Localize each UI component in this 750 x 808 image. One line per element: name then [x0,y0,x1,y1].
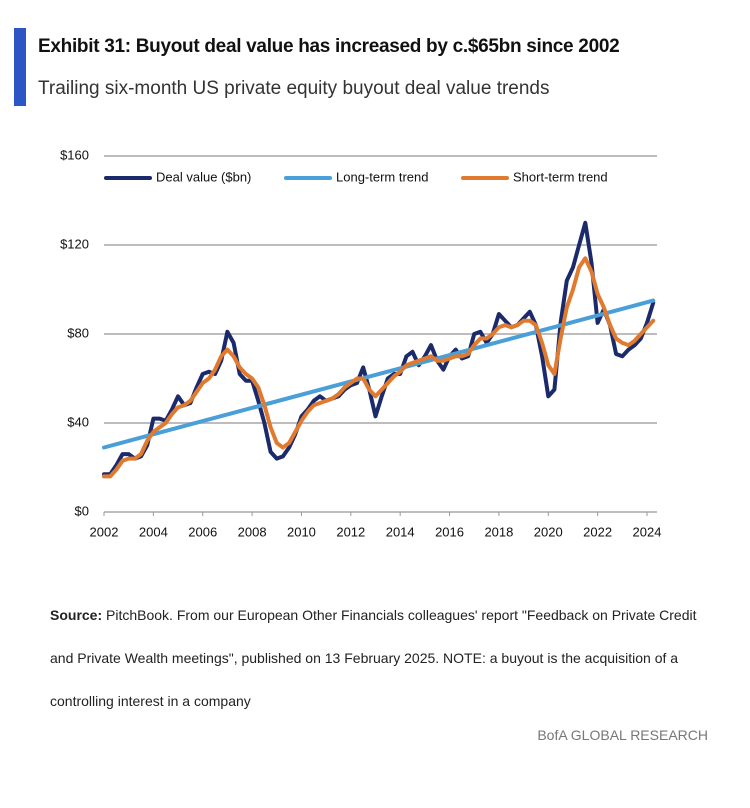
x-tick-label: 2018 [484,524,513,539]
source-note: Source: PitchBook. From our European Oth… [50,594,720,723]
x-tick-label: 2020 [534,524,563,539]
legend-label: Short-term trend [513,169,608,184]
footer: BofA GLOBAL RESEARCH [537,727,708,743]
x-tick-label: 2012 [336,524,365,539]
x-tick-label: 2002 [90,524,119,539]
source-text: PitchBook. From our European Other Finan… [50,607,697,709]
x-tick-label: 2010 [287,524,316,539]
y-tick-label: $40 [67,414,89,429]
chart-title: Exhibit 31: Buyout deal value has increa… [38,36,620,57]
x-tick-label: 2014 [386,524,415,539]
legend-label: Long-term trend [336,169,429,184]
source-label: Source: [50,607,103,623]
series-line [102,220,656,477]
x-tick-label: 2016 [435,524,464,539]
chart: $0 $40 $80 $120 $160 2002 2004 2006 2008 2010 2012… [60,147,662,539]
y-tick-label: $0 [75,503,89,518]
series-line [102,256,656,479]
y-tick-label: $160 [60,147,89,162]
accent-bar [14,28,26,106]
series-line [102,298,656,450]
x-tick-label: 2004 [139,524,168,539]
x-tick-label: 2008 [238,524,267,539]
x-tick-label: 2022 [583,524,612,539]
chart-subtitle: Trailing six-month US private equity buy… [38,78,550,99]
x-tick-label: 2024 [633,524,662,539]
x-tick-label: 2006 [188,524,217,539]
y-tick-label: $80 [67,325,89,340]
y-tick-label: $120 [60,236,89,251]
legend-label: Deal value ($bn) [156,169,251,184]
